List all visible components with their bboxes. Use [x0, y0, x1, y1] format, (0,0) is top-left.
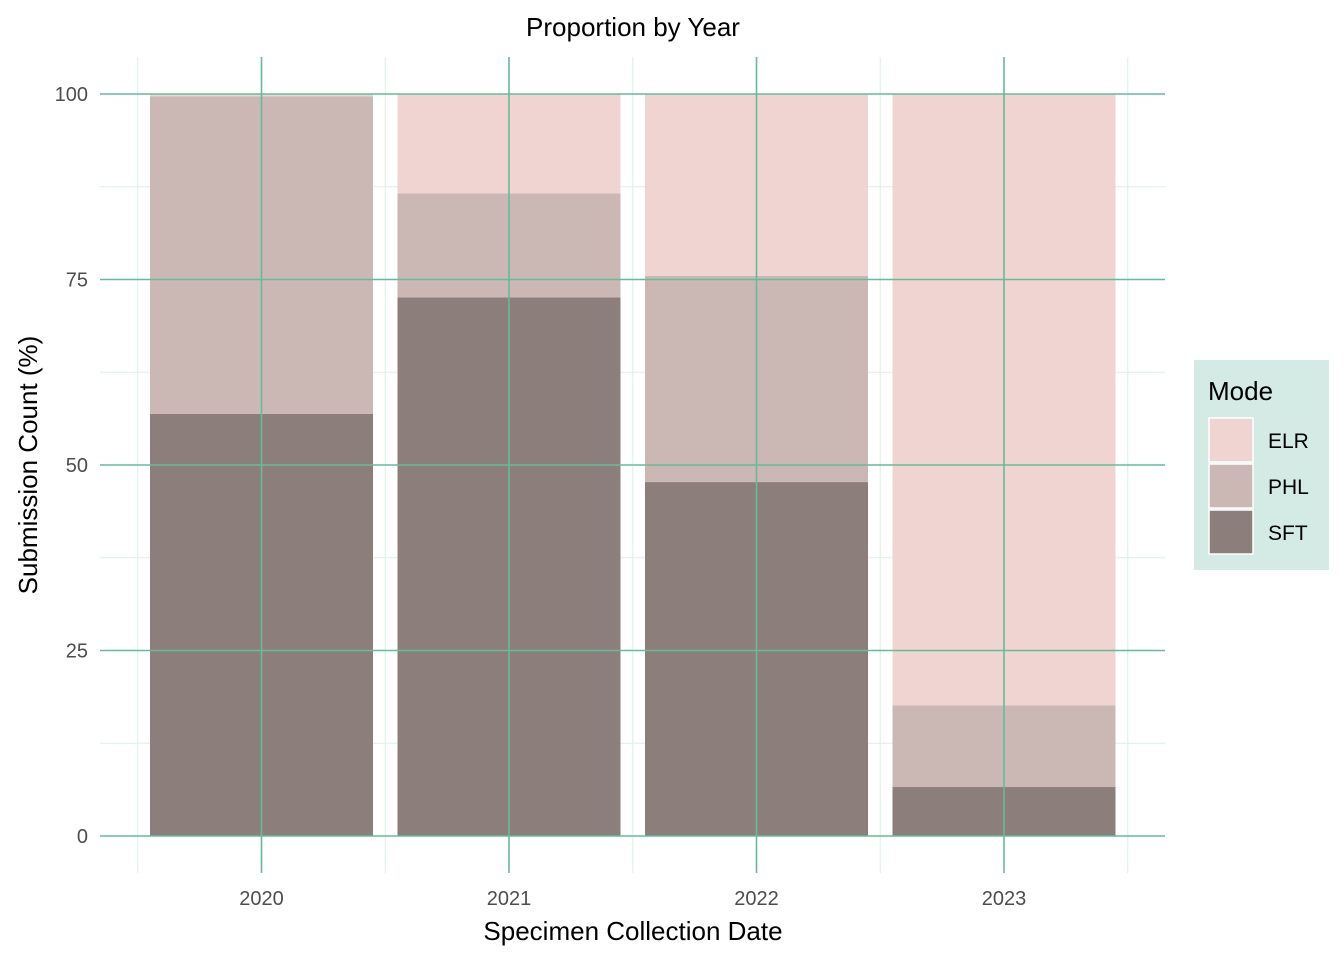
- x-tick-label: 2022: [734, 888, 779, 910]
- legend-items: ELR PHL SFT: [1208, 417, 1309, 555]
- legend-key-elr: [1208, 417, 1254, 463]
- legend-title: Mode: [1208, 376, 1273, 406]
- x-tick-label: 2021: [487, 888, 532, 910]
- x-axis-ticks: 2020 2021 2022 2023: [239, 888, 1026, 910]
- y-tick-label: 25: [66, 641, 88, 663]
- x-axis-title: Specimen Collection Date: [483, 916, 782, 946]
- x-tick-label: 2020: [239, 888, 284, 910]
- legend-label-phl: PHL: [1268, 476, 1309, 499]
- chart-title: Proportion by Year: [526, 12, 740, 42]
- legend-key-phl: [1208, 463, 1254, 509]
- x-tick-label: 2023: [982, 888, 1027, 910]
- gridline-overlay: [100, 57, 1165, 873]
- legend: Mode ELR PHL SFT: [1194, 360, 1329, 570]
- y-axis-title: Submission Count (%): [13, 336, 43, 595]
- y-tick-label: 0: [77, 826, 88, 848]
- y-tick-label: 75: [66, 270, 88, 292]
- legend-key-sft: [1208, 509, 1254, 555]
- y-axis-ticks: 0 25 50 75 100: [55, 84, 88, 848]
- y-tick-label: 100: [55, 84, 88, 106]
- legend-label-sft: SFT: [1268, 522, 1308, 545]
- y-tick-label: 50: [66, 455, 88, 477]
- legend-label-elr: ELR: [1268, 430, 1309, 453]
